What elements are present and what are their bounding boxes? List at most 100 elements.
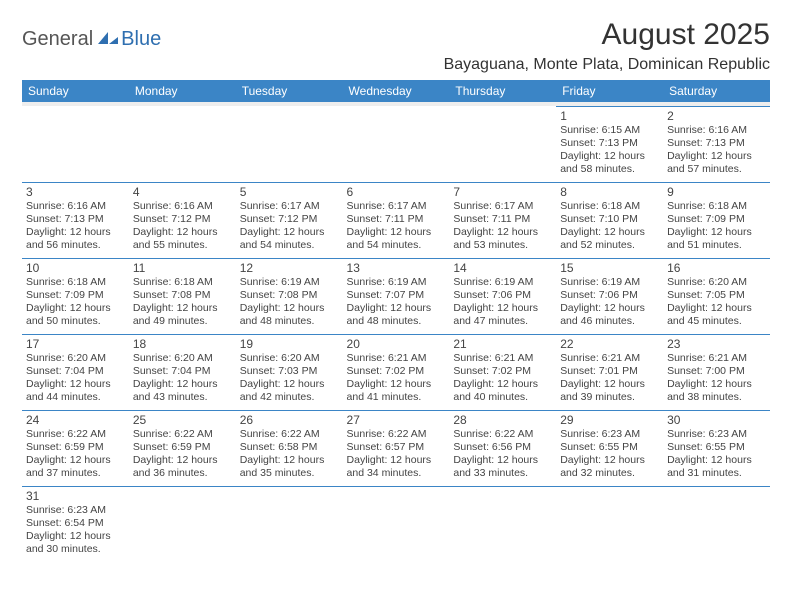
empty-cell bbox=[343, 106, 450, 182]
calendar-row: 1Sunrise: 6:15 AMSunset: 7:13 PMDaylight… bbox=[22, 106, 770, 182]
day-cell: 28Sunrise: 6:22 AMSunset: 6:56 PMDayligh… bbox=[449, 410, 556, 486]
daylight-text: and 50 minutes. bbox=[26, 315, 125, 328]
daylight-text: Daylight: 12 hours bbox=[133, 226, 232, 239]
daylight-text: Daylight: 12 hours bbox=[240, 226, 339, 239]
daylight-text: and 34 minutes. bbox=[347, 467, 446, 480]
daylight-text: and 54 minutes. bbox=[240, 239, 339, 252]
daylight-text: Daylight: 12 hours bbox=[26, 530, 125, 543]
sunset-text: Sunset: 6:57 PM bbox=[347, 441, 446, 454]
daylight-text: and 32 minutes. bbox=[560, 467, 659, 480]
day-cell: 23Sunrise: 6:21 AMSunset: 7:00 PMDayligh… bbox=[663, 334, 770, 410]
sunset-text: Sunset: 7:12 PM bbox=[240, 213, 339, 226]
daylight-text: Daylight: 12 hours bbox=[26, 302, 125, 315]
day-cell: 12Sunrise: 6:19 AMSunset: 7:08 PMDayligh… bbox=[236, 258, 343, 334]
daylight-text: Daylight: 12 hours bbox=[133, 302, 232, 315]
day-cell: 3Sunrise: 6:16 AMSunset: 7:13 PMDaylight… bbox=[22, 182, 129, 258]
daylight-text: Daylight: 12 hours bbox=[560, 226, 659, 239]
sunrise-text: Sunrise: 6:23 AM bbox=[26, 504, 125, 517]
daylight-text: Daylight: 12 hours bbox=[133, 454, 232, 467]
day-number: 5 bbox=[240, 185, 339, 199]
sunrise-text: Sunrise: 6:22 AM bbox=[133, 428, 232, 441]
sunrise-text: Sunrise: 6:19 AM bbox=[453, 276, 552, 289]
daylight-text: and 44 minutes. bbox=[26, 391, 125, 404]
day-number: 7 bbox=[453, 185, 552, 199]
daylight-text: and 46 minutes. bbox=[560, 315, 659, 328]
sunrise-text: Sunrise: 6:20 AM bbox=[133, 352, 232, 365]
sunrise-text: Sunrise: 6:17 AM bbox=[240, 200, 339, 213]
day-number: 28 bbox=[453, 413, 552, 427]
sunrise-text: Sunrise: 6:20 AM bbox=[240, 352, 339, 365]
sunrise-text: Sunrise: 6:18 AM bbox=[560, 200, 659, 213]
day-number: 11 bbox=[133, 261, 232, 275]
day-cell: 27Sunrise: 6:22 AMSunset: 6:57 PMDayligh… bbox=[343, 410, 450, 486]
calendar-row: 17Sunrise: 6:20 AMSunset: 7:04 PMDayligh… bbox=[22, 334, 770, 410]
day-number: 25 bbox=[133, 413, 232, 427]
day-cell: 16Sunrise: 6:20 AMSunset: 7:05 PMDayligh… bbox=[663, 258, 770, 334]
daylight-text: and 40 minutes. bbox=[453, 391, 552, 404]
calendar-row: 3Sunrise: 6:16 AMSunset: 7:13 PMDaylight… bbox=[22, 182, 770, 258]
sunrise-text: Sunrise: 6:15 AM bbox=[560, 124, 659, 137]
sunset-text: Sunset: 7:02 PM bbox=[453, 365, 552, 378]
day-number: 23 bbox=[667, 337, 766, 351]
sunset-text: Sunset: 7:11 PM bbox=[453, 213, 552, 226]
day-cell: 1Sunrise: 6:15 AMSunset: 7:13 PMDaylight… bbox=[556, 106, 663, 182]
daylight-text: and 31 minutes. bbox=[667, 467, 766, 480]
day-cell: 14Sunrise: 6:19 AMSunset: 7:06 PMDayligh… bbox=[449, 258, 556, 334]
daylight-text: and 39 minutes. bbox=[560, 391, 659, 404]
sunset-text: Sunset: 6:54 PM bbox=[26, 517, 125, 530]
sunrise-text: Sunrise: 6:20 AM bbox=[26, 352, 125, 365]
empty-cell bbox=[449, 486, 556, 562]
daylight-text: and 58 minutes. bbox=[560, 163, 659, 176]
logo-text-2: Blue bbox=[121, 28, 161, 51]
daylight-text: and 33 minutes. bbox=[453, 467, 552, 480]
sunset-text: Sunset: 6:58 PM bbox=[240, 441, 339, 454]
daylight-text: Daylight: 12 hours bbox=[667, 150, 766, 163]
sunrise-text: Sunrise: 6:21 AM bbox=[347, 352, 446, 365]
weekday-header: Tuesday bbox=[236, 80, 343, 102]
empty-cell bbox=[129, 106, 236, 182]
sunset-text: Sunset: 6:56 PM bbox=[453, 441, 552, 454]
daylight-text: and 48 minutes. bbox=[240, 315, 339, 328]
sunrise-text: Sunrise: 6:20 AM bbox=[667, 276, 766, 289]
sunset-text: Sunset: 7:10 PM bbox=[560, 213, 659, 226]
day-number: 3 bbox=[26, 185, 125, 199]
sunrise-text: Sunrise: 6:19 AM bbox=[347, 276, 446, 289]
sunset-text: Sunset: 7:00 PM bbox=[667, 365, 766, 378]
sunrise-text: Sunrise: 6:17 AM bbox=[453, 200, 552, 213]
empty-cell bbox=[343, 486, 450, 562]
sunset-text: Sunset: 7:09 PM bbox=[667, 213, 766, 226]
day-cell: 18Sunrise: 6:20 AMSunset: 7:04 PMDayligh… bbox=[129, 334, 236, 410]
sunset-text: Sunset: 7:06 PM bbox=[453, 289, 552, 302]
sunset-text: Sunset: 7:04 PM bbox=[133, 365, 232, 378]
empty-cell bbox=[236, 106, 343, 182]
daylight-text: and 49 minutes. bbox=[133, 315, 232, 328]
day-cell: 19Sunrise: 6:20 AMSunset: 7:03 PMDayligh… bbox=[236, 334, 343, 410]
daylight-text: Daylight: 12 hours bbox=[26, 226, 125, 239]
empty-cell bbox=[556, 486, 663, 562]
sunset-text: Sunset: 7:11 PM bbox=[347, 213, 446, 226]
sunset-text: Sunset: 7:08 PM bbox=[240, 289, 339, 302]
sunrise-text: Sunrise: 6:16 AM bbox=[667, 124, 766, 137]
sunrise-text: Sunrise: 6:23 AM bbox=[667, 428, 766, 441]
location-subtitle: Bayaguana, Monte Plata, Dominican Republ… bbox=[444, 56, 770, 74]
daylight-text: Daylight: 12 hours bbox=[560, 378, 659, 391]
sunrise-text: Sunrise: 6:22 AM bbox=[453, 428, 552, 441]
sunset-text: Sunset: 7:03 PM bbox=[240, 365, 339, 378]
daylight-text: Daylight: 12 hours bbox=[347, 378, 446, 391]
daylight-text: Daylight: 12 hours bbox=[667, 454, 766, 467]
sunset-text: Sunset: 7:09 PM bbox=[26, 289, 125, 302]
daylight-text: Daylight: 12 hours bbox=[453, 378, 552, 391]
day-number: 14 bbox=[453, 261, 552, 275]
sunset-text: Sunset: 7:13 PM bbox=[560, 137, 659, 150]
daylight-text: Daylight: 12 hours bbox=[347, 454, 446, 467]
day-number: 31 bbox=[26, 489, 125, 503]
sunrise-text: Sunrise: 6:22 AM bbox=[347, 428, 446, 441]
day-number: 12 bbox=[240, 261, 339, 275]
day-cell: 7Sunrise: 6:17 AMSunset: 7:11 PMDaylight… bbox=[449, 182, 556, 258]
day-number: 24 bbox=[26, 413, 125, 427]
daylight-text: and 45 minutes. bbox=[667, 315, 766, 328]
sunset-text: Sunset: 6:55 PM bbox=[667, 441, 766, 454]
empty-cell bbox=[129, 486, 236, 562]
daylight-text: and 43 minutes. bbox=[133, 391, 232, 404]
title-block: August 2025 Bayaguana, Monte Plata, Domi… bbox=[444, 18, 770, 74]
